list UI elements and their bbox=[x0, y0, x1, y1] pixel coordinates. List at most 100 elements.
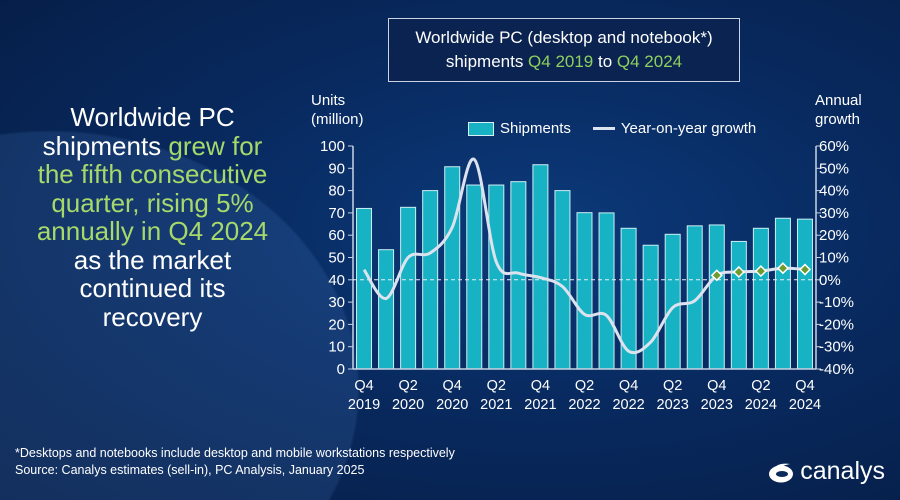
y-tick-label: 50 bbox=[328, 250, 345, 267]
bar-shipments bbox=[730, 240, 747, 370]
headline-line: Worldwide PC bbox=[5, 103, 300, 132]
title-text: to bbox=[593, 52, 617, 71]
bar-shipments bbox=[642, 244, 659, 370]
headline-line: as the market bbox=[5, 244, 300, 275]
headline-highlight: quarter, rising 5% bbox=[51, 187, 254, 218]
y-tick-label: 40 bbox=[328, 272, 345, 289]
x-tick-label-quarter: Q2 bbox=[751, 378, 770, 394]
x-tick-label-quarter: Q4 bbox=[795, 378, 814, 394]
y2-tick-label: -20% bbox=[819, 316, 854, 333]
bar-shipments bbox=[664, 233, 681, 370]
y-tick-label: 20 bbox=[328, 316, 345, 333]
bar-shipments bbox=[488, 184, 505, 370]
y2-tick-label: -40% bbox=[819, 361, 854, 378]
bar-shipments bbox=[400, 206, 417, 370]
y2-tick-label: -30% bbox=[819, 339, 854, 356]
y2-axis-label: Annual growth bbox=[815, 92, 862, 128]
y-tick-label: 0 bbox=[337, 361, 345, 378]
headline-highlight: the fifth consecutive bbox=[37, 159, 268, 189]
x-tick-label-quarter: Q4 bbox=[619, 378, 638, 394]
y-tick-label: 100 bbox=[320, 138, 345, 155]
headline-line: quarter, rising 5% bbox=[5, 187, 300, 218]
legend-label-growth: Year-on-year growth bbox=[620, 120, 757, 137]
growth-marker bbox=[776, 262, 789, 275]
x-tick-label-year: 2021 bbox=[480, 397, 512, 413]
legend-swatch-shipments bbox=[468, 121, 494, 136]
headline-text: as the market bbox=[73, 244, 232, 275]
legend-swatch-growth bbox=[592, 127, 615, 130]
y2-tick-label: 60% bbox=[819, 138, 849, 155]
title-highlight-start: Q4 2019 bbox=[528, 52, 594, 71]
headline-text: recovery bbox=[102, 301, 203, 332]
y2-tick-label: -10% bbox=[819, 294, 854, 311]
x-tick-label-year: 2022 bbox=[568, 397, 600, 413]
bar-shipments bbox=[378, 249, 395, 370]
y2-tick-label: 30% bbox=[819, 205, 849, 222]
headline-line: the fifth consecutive bbox=[5, 160, 300, 189]
growth-marker bbox=[710, 269, 723, 282]
y2-tick-label: 50% bbox=[819, 160, 849, 177]
bar-shipments bbox=[466, 184, 483, 370]
growth-marker bbox=[732, 265, 745, 279]
y-axis-label: Units (million) bbox=[311, 92, 364, 128]
y2-tick-label: 20% bbox=[819, 227, 849, 244]
x-tick-label-quarter: Q2 bbox=[575, 378, 594, 394]
bar-shipments bbox=[444, 166, 461, 370]
x-tick-label-year: 2023 bbox=[701, 397, 733, 413]
bar-shipments bbox=[774, 217, 791, 370]
headline-line: continued its bbox=[5, 274, 300, 303]
chart-title-line2: shipments Q4 2019 to Q4 2024 bbox=[389, 50, 739, 74]
footnote: *Desktops and notebooks include desktop … bbox=[15, 446, 455, 460]
headline: Worldwide PC shipments grew for the fifth … bbox=[5, 103, 300, 331]
x-tick-label-year: 2019 bbox=[348, 397, 380, 413]
bar-shipments bbox=[620, 227, 637, 370]
x-tick-label-quarter: Q2 bbox=[663, 378, 682, 394]
x-tick-label-quarter: Q4 bbox=[443, 378, 462, 394]
bar-shipments bbox=[598, 212, 615, 370]
y-tick-label: 60 bbox=[328, 227, 345, 244]
bar-shipments bbox=[532, 164, 549, 370]
legend: Shipments Year-on-year growth bbox=[468, 120, 756, 137]
bar-shipments bbox=[356, 207, 373, 370]
growth-marker bbox=[754, 265, 767, 278]
x-tick-label-year: 2024 bbox=[745, 397, 777, 413]
canalys-logo: canalys bbox=[768, 457, 885, 486]
headline-highlight: grew for bbox=[168, 130, 263, 161]
x-tick-label-year: 2024 bbox=[789, 397, 821, 413]
headline-line: shipments grew for bbox=[5, 130, 300, 161]
chart-title-line1: Worldwide PC (desktop and notebook*) bbox=[415, 28, 713, 47]
legend-label-shipments: Shipments bbox=[500, 120, 571, 137]
headline-highlight: annually in Q4 2024 bbox=[36, 216, 269, 246]
x-tick-label-quarter: Q4 bbox=[531, 378, 550, 394]
x-tick-label-year: 2020 bbox=[392, 397, 424, 413]
source: Source: Canalys estimates (sell-in), PC … bbox=[15, 463, 365, 477]
bar-shipments bbox=[796, 218, 813, 370]
bar-shipments bbox=[708, 224, 725, 370]
y-tick-label: 80 bbox=[328, 183, 345, 200]
headline-line: recovery bbox=[5, 301, 300, 332]
chart-title-box: Worldwide PC (desktop and notebook*) shi… bbox=[388, 18, 740, 82]
chart: 0 10 20 30 40 50 60 70 80 90 100 -40% -30% -20% -10% 0%… bbox=[320, 138, 854, 413]
growth-line bbox=[362, 157, 806, 355]
title-text: shipments bbox=[445, 52, 529, 71]
y2-tick-label: 10% bbox=[819, 250, 849, 267]
x-tick-label-year: 2023 bbox=[657, 397, 689, 413]
y-tick-label: 10 bbox=[328, 339, 345, 356]
x-tick-label-quarter: Q2 bbox=[487, 378, 506, 394]
footer: *Desktops and notebooks include desktop … bbox=[15, 445, 615, 479]
x-tick-label-year: 2021 bbox=[524, 397, 556, 413]
headline-text: Worldwide PC bbox=[70, 102, 235, 132]
bar-shipments bbox=[752, 227, 769, 370]
headline-line: annually in Q4 2024 bbox=[5, 217, 300, 246]
growth-marker bbox=[798, 263, 812, 276]
x-tick-label-quarter: Q4 bbox=[707, 378, 726, 394]
canalys-logo-icon bbox=[769, 463, 794, 482]
y2-tick-label: 0% bbox=[819, 272, 841, 289]
y2-tick-label: 40% bbox=[819, 183, 849, 200]
x-tick-label-year: 2022 bbox=[612, 397, 644, 413]
canalys-logo-text: canalys bbox=[800, 457, 885, 485]
x-tick-label-quarter: Q4 bbox=[354, 378, 373, 394]
headline-text: continued its bbox=[79, 273, 226, 303]
y-tick-label: 90 bbox=[328, 160, 345, 177]
bar-shipments bbox=[576, 212, 593, 370]
